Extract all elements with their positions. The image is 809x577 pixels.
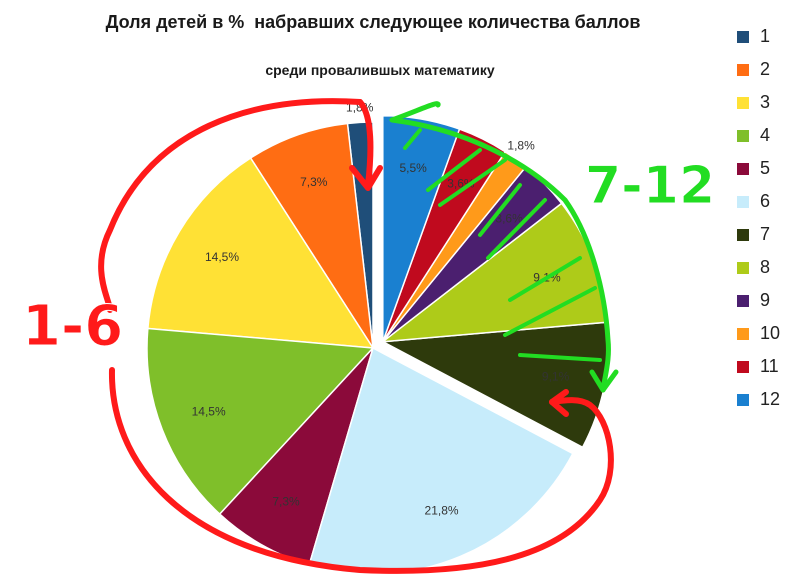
legend: 1 2 3 4 5 6 7 8 9 10 11 12 [737,20,780,416]
chart-title: Доля детей в % набравших следующее колич… [105,12,641,32]
legend-label-11: 11 [760,356,779,376]
legend-swatch-11 [737,360,749,373]
legend-label-6: 6 [760,191,771,211]
chart-subtitle: среди провалившых математику [265,62,495,78]
legend-label-8: 8 [760,257,771,277]
legend-item-11: 11 [737,350,780,383]
legend-label-2: 2 [760,59,771,79]
pie-slices [146,114,610,575]
legend-item-4: 4 [737,119,780,152]
legend-swatch-1 [737,30,749,43]
slice-label-5: 7,3% [272,494,300,508]
legend-swatch-10 [737,327,749,340]
legend-item-6: 6 [737,185,780,218]
legend-item-8: 8 [737,251,780,284]
legend-label-10: 10 [760,323,781,343]
pie-slice-4 [146,327,375,516]
slice-label-7: 9,1% [542,370,570,384]
group-left-outline [98,98,614,574]
slice-label-3: 14,5% [205,250,239,264]
legend-swatch-5 [737,162,749,175]
pie-slice-2 [249,122,374,349]
slice-label-10: 1,8% [507,139,535,153]
legend-swatch-7 [737,228,749,241]
slice-label-6: 21,8% [425,503,459,517]
legend-item-9: 9 [737,284,780,317]
red-arrow-top [349,99,383,191]
green-hatching [403,128,602,362]
legend-label-7: 7 [760,224,771,244]
legend-item-5: 5 [737,152,780,185]
slice-label-2: 7,3% [300,175,328,189]
legend-label-4: 4 [760,125,771,145]
red-arrow-bottom [549,389,569,417]
legend-item-12: 12 [737,383,780,416]
legend-item-10: 10 [737,317,780,350]
slice-label-12: 5,5% [399,161,427,175]
legend-label-1: 1 [760,26,771,46]
pie-slice-6 [308,346,574,575]
group-right-outline [389,101,611,393]
legend-swatch-9 [737,294,749,307]
legend-swatch-6 [737,195,749,208]
legend-item-2: 2 [737,53,780,86]
group-left-annotation: 1-6 [22,294,123,359]
pie-slice-3 [147,156,375,349]
annotation-layer: 1-6 7-12 [22,98,716,574]
legend-swatch-4 [737,129,749,142]
legend-label-3: 3 [760,92,771,112]
legend-swatch-12 [737,393,749,406]
pie-slice-12 [382,114,461,342]
legend-label-12: 12 [760,389,781,409]
legend-swatch-3 [737,96,749,109]
legend-swatch-2 [737,63,749,76]
legend-swatch-8 [737,261,749,274]
legend-label-5: 5 [760,158,771,178]
green-arrow-bottom [589,369,619,393]
legend-item-7: 7 [737,218,780,251]
legend-item-3: 3 [737,86,780,119]
group-right-annotation: 7-12 [585,156,715,216]
slice-label-9: 3,6% [495,212,523,226]
legend-item-1: 1 [737,20,780,53]
legend-label-9: 9 [760,290,771,310]
slice-label-4: 14,5% [192,405,226,419]
